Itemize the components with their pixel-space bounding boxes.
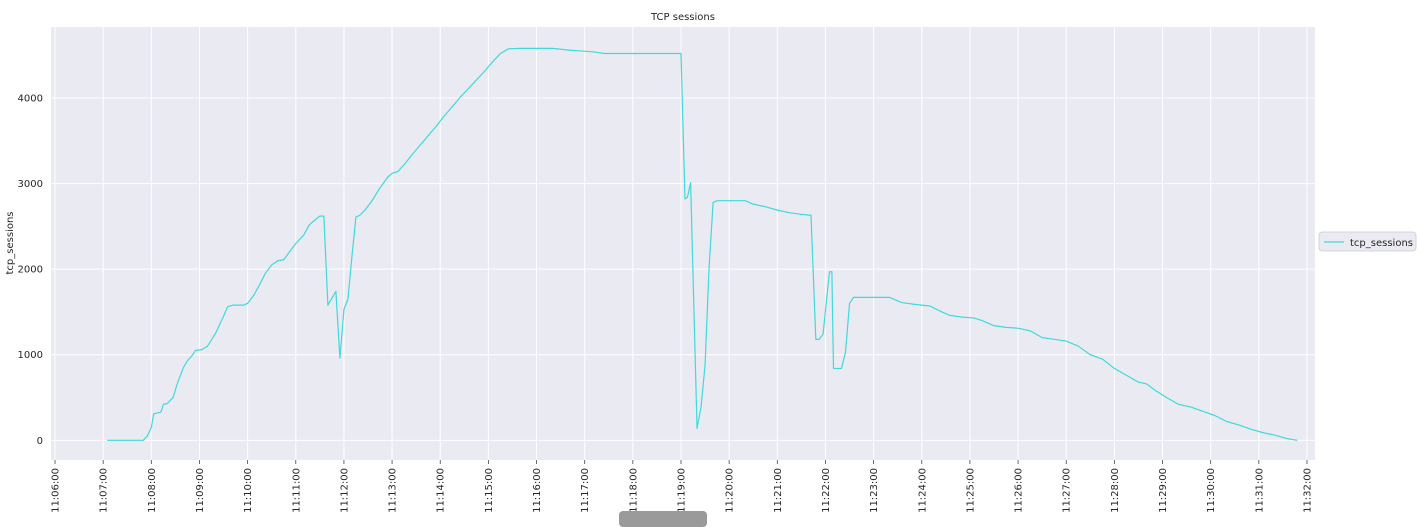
x-tick-label: 11:25:00: [965, 468, 976, 513]
x-tick-label: 11:14:00: [436, 468, 447, 513]
x-tick-label: 11:27:00: [1062, 468, 1073, 513]
y-axis-title: tcp_sessions: [5, 212, 16, 275]
x-tick-label: 11:08:00: [147, 468, 158, 513]
x-tick-label: 11:22:00: [821, 468, 832, 513]
x-tick-label: 11:11:00: [291, 468, 302, 513]
x-tick-label: 11:26:00: [1014, 468, 1025, 513]
legend: tcp_sessions: [1318, 231, 1417, 252]
legend-label-tcp-sessions: tcp_sessions: [1350, 238, 1413, 249]
x-tick-label: 11:21:00: [773, 468, 784, 513]
y-tick-label: 3000: [18, 179, 43, 190]
x-tick-label: 11:10:00: [243, 468, 254, 513]
x-tick-label: 11:19:00: [676, 468, 687, 513]
plot-area: [51, 27, 1315, 460]
y-tick-label: 1000: [18, 350, 43, 361]
x-tick-label: 11:15:00: [484, 468, 495, 513]
x-tick-label: 11:07:00: [99, 468, 110, 513]
y-tick-label: 0: [37, 436, 43, 447]
x-tick-label: 11:29:00: [1158, 468, 1169, 513]
series-line-tcp-sessions: [107, 47, 1298, 441]
grid-lines: [51, 27, 1315, 460]
x-tick-label: 11:16:00: [532, 468, 543, 513]
x-tick-label: 11:23:00: [869, 468, 880, 513]
x-tick-label: 11:06:00: [51, 468, 62, 513]
legend-box: [1318, 231, 1417, 252]
y-tick-label: 4000: [18, 94, 43, 105]
x-tick-label: 11:09:00: [195, 468, 206, 513]
x-tick-label: 11:28:00: [1110, 468, 1121, 513]
chart-title: TCP sessions: [650, 12, 715, 23]
x-tick-label: 11:20:00: [725, 468, 736, 513]
x-tick-label: 11:12:00: [339, 468, 350, 513]
x-tick-labels: 11:06:00 11:07:00 11:08:00 11:09:00 11:10:00…: [51, 460, 1313, 513]
x-tick-label: 11:31:00: [1254, 468, 1265, 513]
y-tick-label: 2000: [18, 265, 43, 276]
x-tick-label: 11:18:00: [628, 468, 639, 513]
x-tick-label: 11:17:00: [580, 468, 591, 513]
x-tick-label: 11:13:00: [388, 468, 399, 513]
x-tick-label: 11:24:00: [917, 468, 928, 513]
y-tick-labels: 0 1000 2000 3000 4000: [18, 94, 43, 447]
line-layer: [107, 47, 1298, 441]
x-tick-label: 11:30:00: [1206, 468, 1217, 513]
x-tick-label: 11:32:00: [1302, 468, 1313, 513]
horizontal-scrollbar-thumb[interactable]: [619, 511, 707, 527]
